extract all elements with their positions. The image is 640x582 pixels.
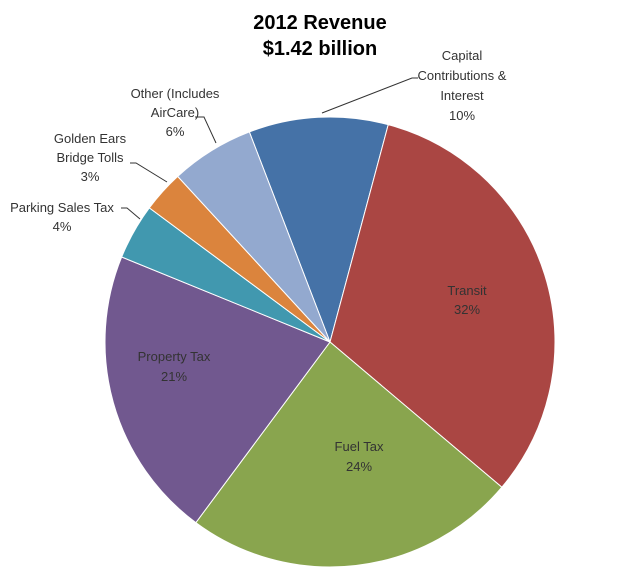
value-label-other-includes-aircare: 6% <box>166 124 185 139</box>
data-label-property-tax: Property Tax <box>138 349 211 364</box>
pie-slice-fuel-tax <box>195 341 503 568</box>
data-label-golden-ears-bridge-tolls: Golden Ears <box>54 131 127 146</box>
data-label-other-includes-aircare: Other (Includes <box>131 86 220 101</box>
leader-line-other-includes-aircare <box>195 116 217 144</box>
value-label-fuel-tax: 24% <box>346 459 372 474</box>
pie-slice-transit <box>329 124 556 488</box>
value-label-parking-sales-tax: 4% <box>53 219 72 234</box>
data-label-transit: Transit <box>447 283 487 298</box>
leader-line-golden-ears-bridge-tolls <box>130 162 168 183</box>
data-label-capital-contributions-interest: Interest <box>440 88 484 103</box>
data-label-other-includes-aircare: AirCare) <box>151 105 199 120</box>
value-label-transit: 32% <box>454 302 480 317</box>
pie-slice-capital-contributions-interest <box>248 116 389 344</box>
data-label-parking-sales-tax: Parking Sales Tax <box>10 200 114 215</box>
data-label-fuel-tax: Fuel Tax <box>335 439 384 454</box>
data-label-golden-ears-bridge-tolls: Bridge Tolls <box>57 150 124 165</box>
pie-slice-other-includes-aircare <box>176 131 331 343</box>
leader-line-parking-sales-tax <box>121 207 141 220</box>
chart-title-line-2: $1.42 billion <box>263 38 377 60</box>
data-label-capital-contributions-interest: Contributions & <box>418 68 507 83</box>
value-label-golden-ears-bridge-tolls: 3% <box>81 169 100 184</box>
data-label-capital-contributions-interest: Capital <box>442 48 483 63</box>
leader-line-capital-contributions-interest <box>321 77 418 114</box>
value-label-capital-contributions-interest: 10% <box>449 108 475 123</box>
value-label-property-tax: 21% <box>161 369 187 384</box>
chart-title-line-1: 2012 Revenue <box>253 12 386 34</box>
pie-slice-property-tax <box>104 256 331 524</box>
